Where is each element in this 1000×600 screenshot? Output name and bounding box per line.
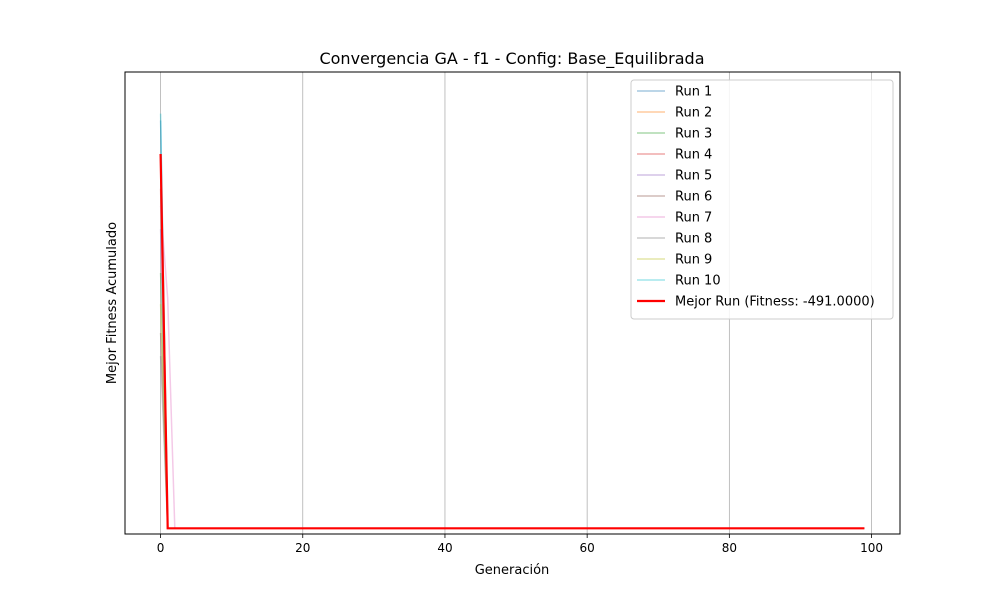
x-tick-label: 40 [437, 541, 452, 555]
best-run-series-line [159, 153, 865, 530]
x-tick-label: 60 [580, 541, 595, 555]
x-tick-label: 80 [722, 541, 737, 555]
legend-box [630, 79, 894, 320]
x-axis-label: Generación [475, 563, 550, 578]
legend-label: Run 2 [675, 106, 712, 121]
y-axis-label: Mejor Fitness Acumulado [105, 222, 120, 384]
legend-label: Mejor Run (Fitness: -491.0000) [675, 295, 875, 310]
legend-label: Run 5 [675, 169, 712, 184]
legend-label: Run 9 [675, 253, 712, 268]
x-axis-ticks: 0 20 40 60 80 100 [157, 534, 883, 555]
legend-label: Run 4 [675, 148, 712, 163]
plot-frame [124, 71, 901, 535]
legend-label: Run 10 [675, 274, 721, 289]
legend-label: Run 6 [675, 190, 712, 205]
legend-label: Run 8 [675, 232, 712, 247]
legend-label: Run 1 [675, 85, 712, 100]
legend-label: Run 3 [675, 127, 712, 142]
best-run-line [159, 153, 865, 530]
chart-title: Convergencia GA - f1 - Config: Base_Equi… [319, 49, 704, 69]
x-tick-label: 0 [157, 541, 165, 555]
x-tick-label: 100 [860, 541, 883, 555]
x-tick-label: 20 [295, 541, 310, 555]
legend: Run 1 Run 2 Run 3 Run 4 Run 5 Run 6 Run 7 Run 8… [630, 79, 894, 320]
legend-label: Run 7 [675, 211, 712, 226]
